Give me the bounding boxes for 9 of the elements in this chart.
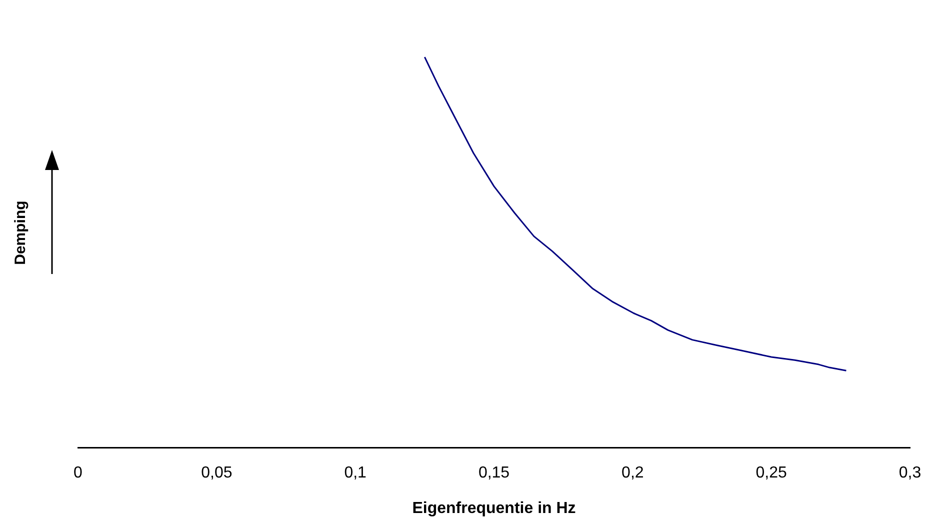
x-axis-title: Eigenfrequentie in Hz (412, 500, 576, 517)
x-tick-label: 0,15 (478, 464, 510, 482)
x-tick-label: 0,3 (898, 464, 922, 482)
x-tick-label: 0,05 (201, 464, 232, 482)
x-tick-label: 0 (74, 464, 83, 482)
x-tick-label: 0,2 (622, 464, 644, 482)
x-tick-label: 0,25 (756, 464, 788, 482)
y-axis-title: Demping (12, 200, 30, 265)
x-tick-label: 0,1 (344, 464, 367, 482)
